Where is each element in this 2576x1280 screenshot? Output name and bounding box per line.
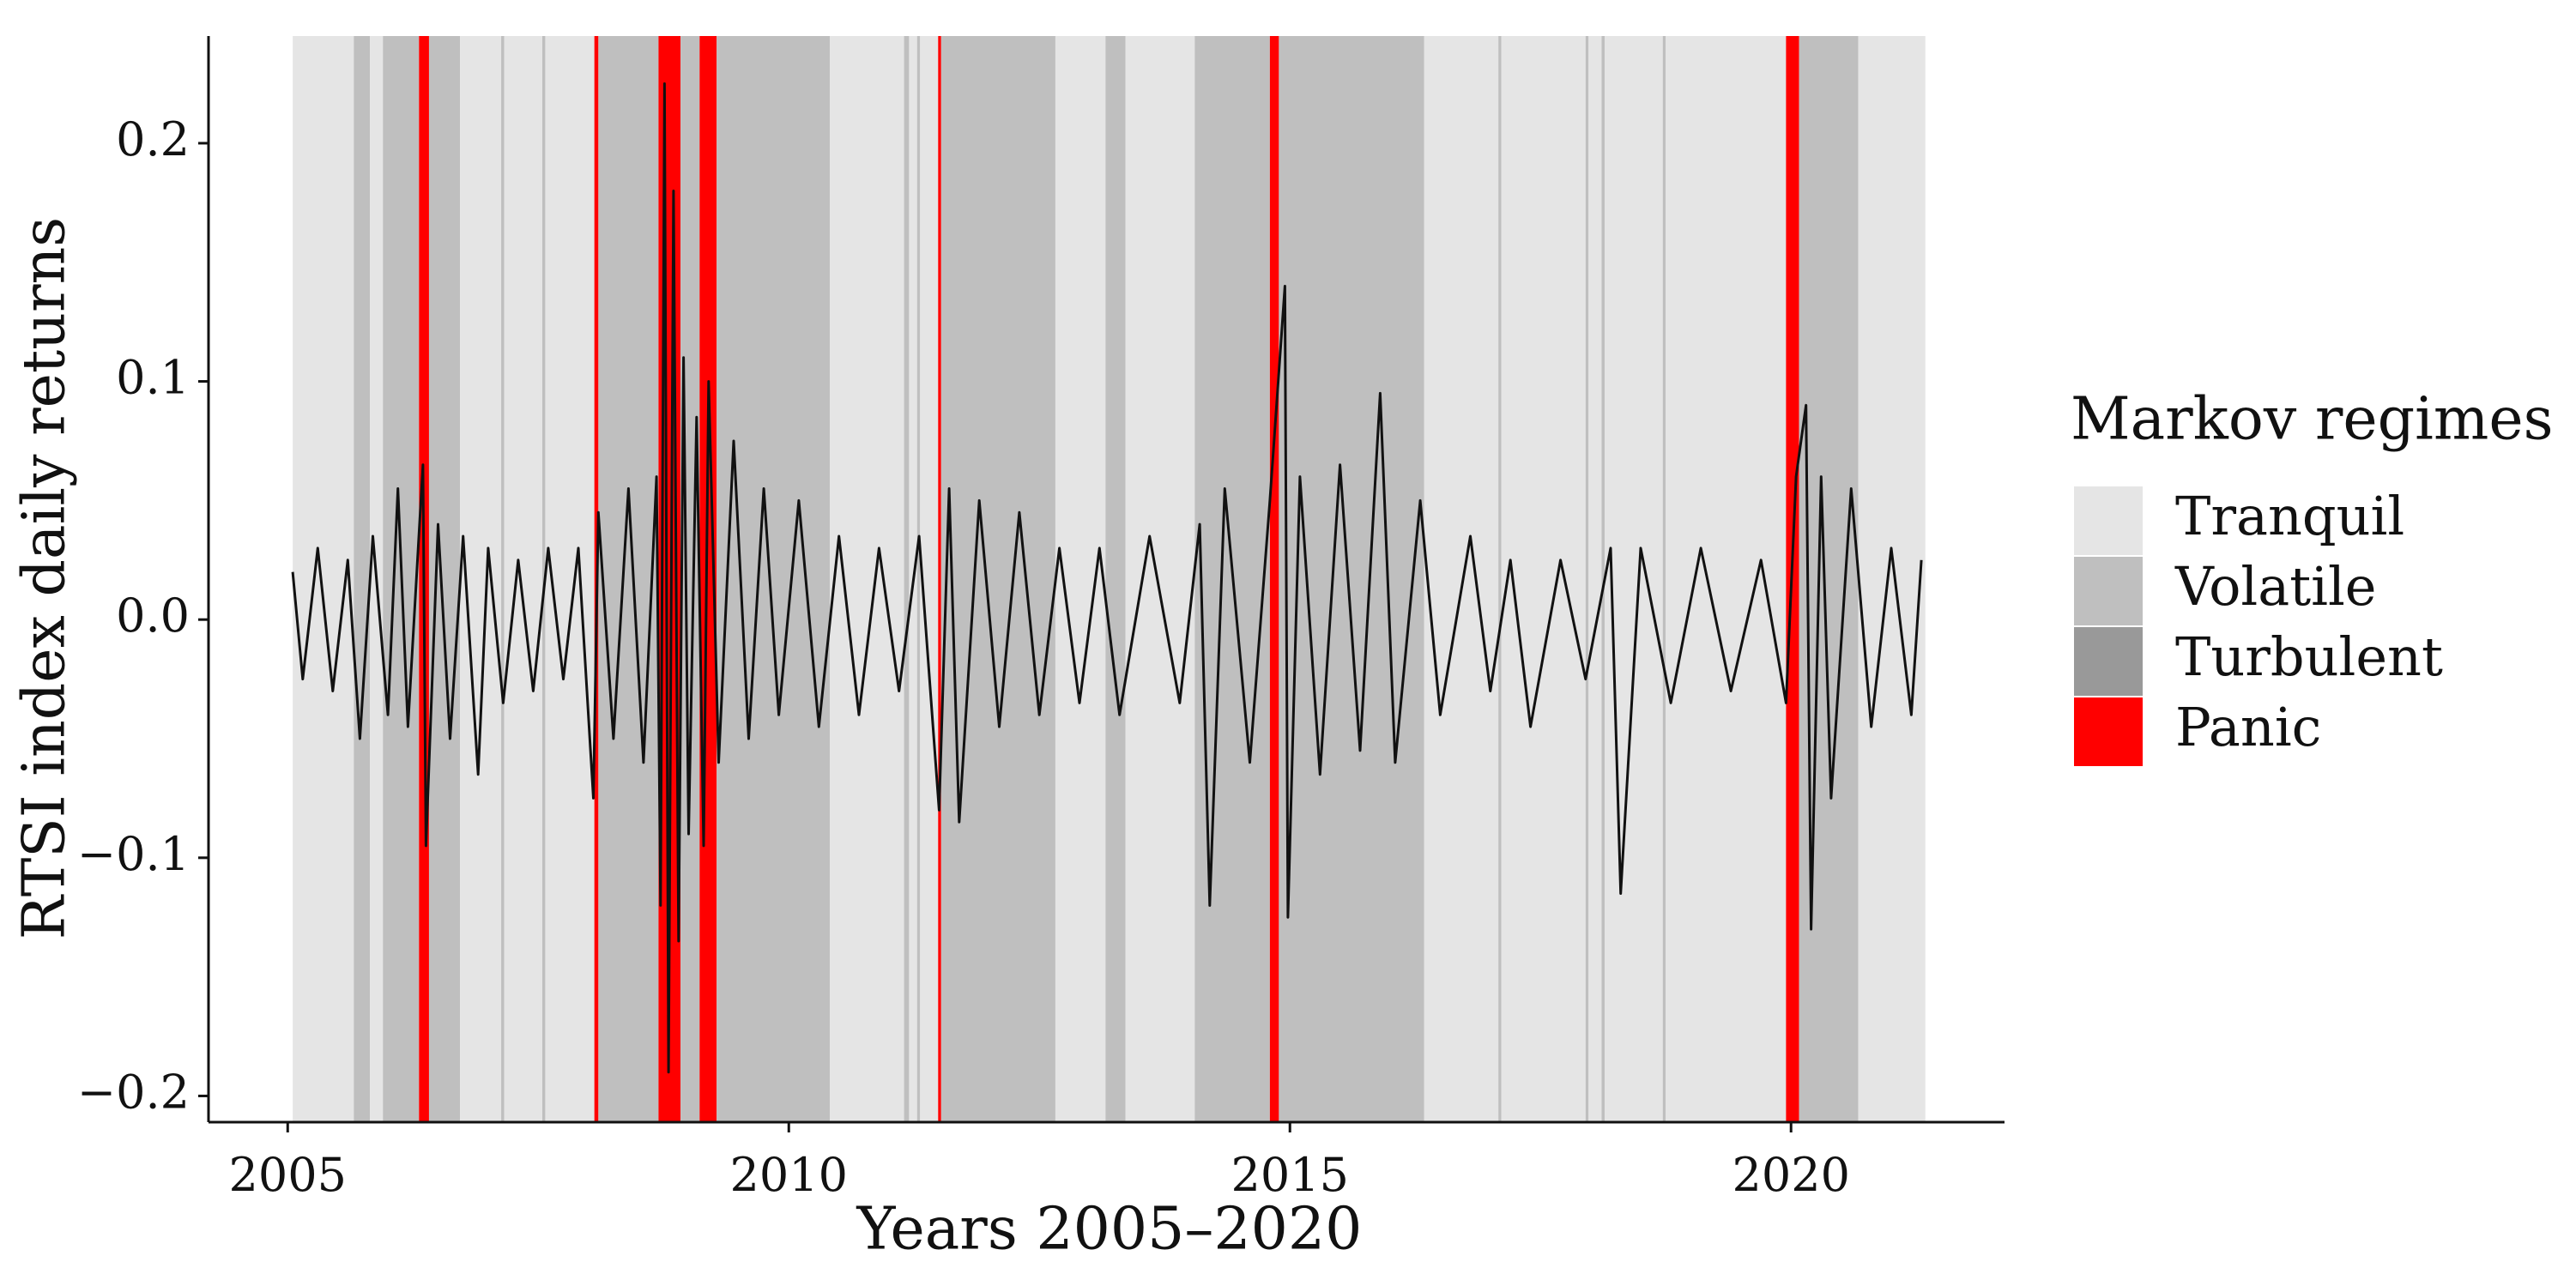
regime-band <box>940 36 1055 1122</box>
regime-band <box>1601 36 1605 1122</box>
regime-band <box>1105 36 1126 1122</box>
legend-key <box>2074 557 2143 625</box>
legend-label: Turbulent <box>2175 625 2443 688</box>
regime-band <box>1279 36 1424 1122</box>
regime-band <box>1269 36 1279 1122</box>
axes: −0.2 −0.1 0.0 0.1 0.2 2005 2010 2015 2020 <box>77 36 2005 1202</box>
regime-band <box>920 36 939 1122</box>
regime-band <box>598 36 659 1122</box>
regime-band <box>904 36 910 1122</box>
regime-band <box>1588 36 1602 1122</box>
regime-band <box>1585 36 1589 1122</box>
regime-band <box>545 36 595 1122</box>
legend-key <box>2074 486 2143 555</box>
regime-band <box>680 36 700 1122</box>
legend-label: Tranquil <box>2175 485 2404 547</box>
legend-label: Volatile <box>2174 555 2376 618</box>
y-tick-label: −0.2 <box>77 1065 190 1119</box>
y-tick-label: −0.1 <box>77 827 190 881</box>
regime-band <box>354 36 371 1122</box>
y-axis-title: RTSI index daily returns <box>11 217 79 939</box>
return-line <box>291 82 1923 1074</box>
regime-band <box>293 36 354 1122</box>
regime-band <box>699 36 717 1122</box>
x-tick-label: 2010 <box>730 1148 848 1202</box>
regime-band <box>1662 36 1666 1122</box>
legend-key <box>2074 697 2143 766</box>
x-axis-title: Years 2005–2020 <box>856 1196 1363 1264</box>
regime-band <box>717 36 831 1122</box>
x-tick-label: 2015 <box>1231 1148 1349 1202</box>
y-tick-label: 0.1 <box>116 351 190 405</box>
regime-band <box>501 36 505 1122</box>
regime-band <box>938 36 941 1122</box>
legend-title: Markov regimes <box>2071 386 2554 454</box>
x-tick-label: 2005 <box>229 1148 347 1202</box>
legend-label: Panic <box>2175 696 2321 758</box>
regime-band <box>428 36 461 1122</box>
regime-band <box>830 36 904 1122</box>
x-tick-label: 2020 <box>1732 1148 1850 1202</box>
regime-band <box>916 36 921 1122</box>
regime-bands <box>293 36 1926 1122</box>
series <box>291 82 1923 1074</box>
legend-key <box>2074 627 2143 696</box>
regime-band <box>1125 36 1195 1122</box>
regime-band <box>1666 36 1787 1122</box>
y-tick-label: 0.2 <box>116 112 190 166</box>
regime-band <box>1424 36 1499 1122</box>
regime-band <box>1498 36 1502 1122</box>
y-tick-label: 0.0 <box>116 589 190 643</box>
regime-band <box>1604 36 1663 1122</box>
regime-band <box>1858 36 1926 1122</box>
regime-band <box>1501 36 1586 1122</box>
regime-band <box>504 36 542 1122</box>
